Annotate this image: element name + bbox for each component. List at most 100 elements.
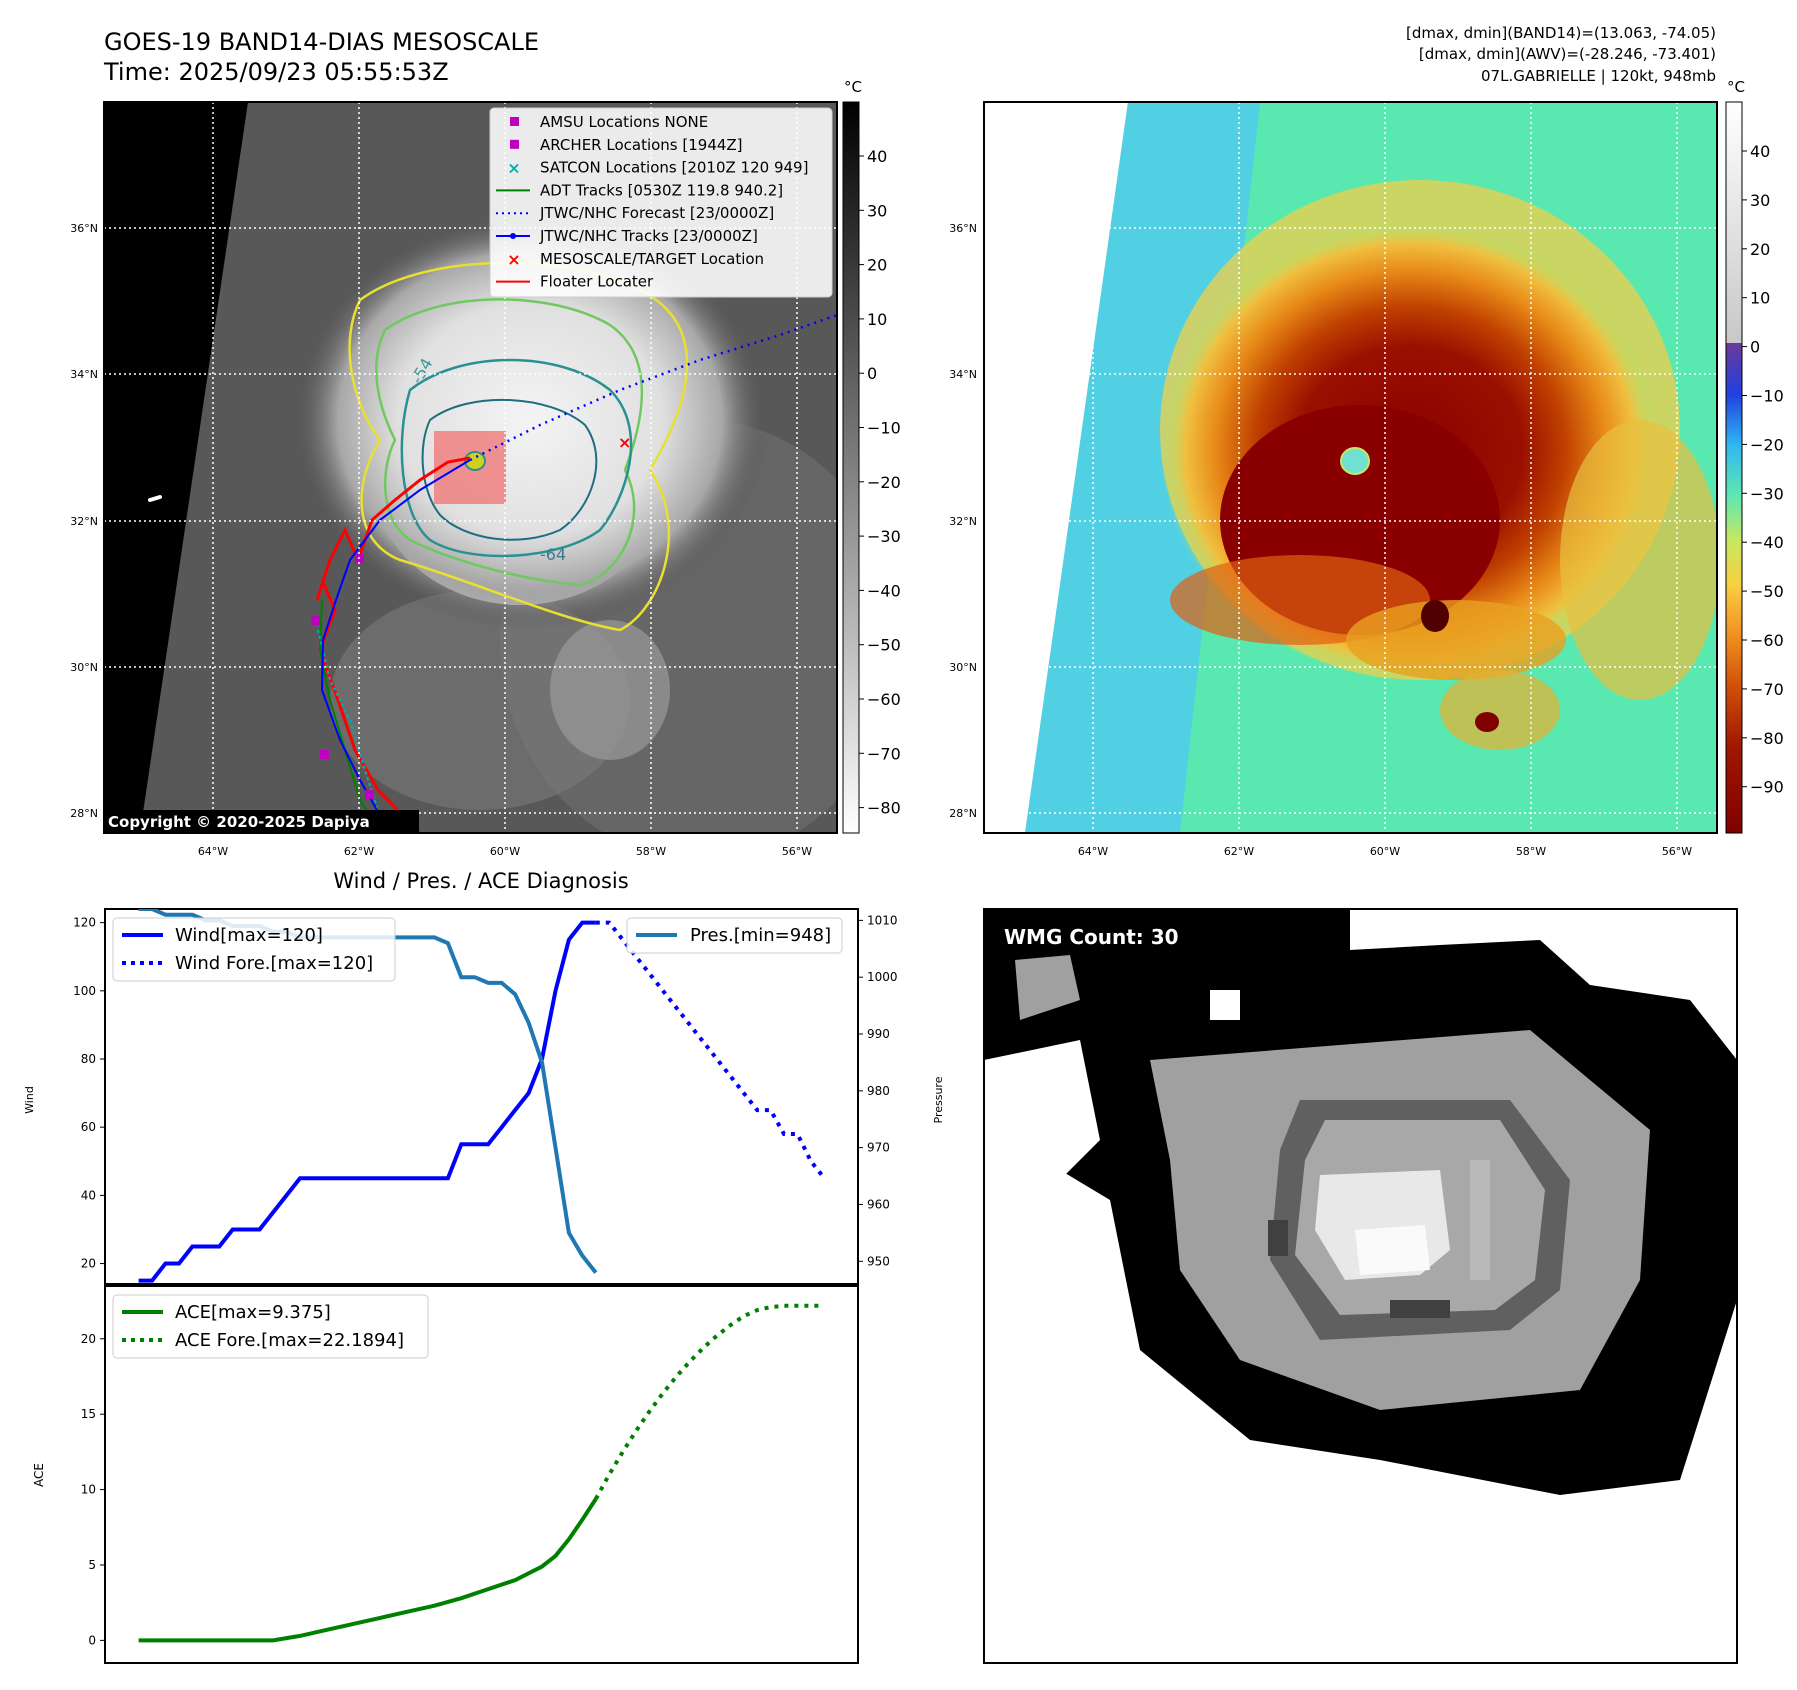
wind-legend: Wind[max=120] Wind Fore.[max=120] [112, 917, 396, 982]
wind-tick: 120 [73, 916, 96, 930]
colorbar-tick: −40 [1750, 533, 1784, 552]
contour-label-64: -64 [540, 545, 566, 564]
colorbar-tick: −50 [1750, 582, 1784, 601]
legend-item: Floater Locater [496, 273, 654, 291]
legend-label: AMSU Locations NONE [540, 113, 708, 131]
lon-label-56: 56°W [782, 845, 812, 858]
legend-ace: ACE[max=9.375] [175, 1302, 331, 1323]
colorbar-tick: 10 [867, 310, 887, 329]
wind-tick: 60 [81, 1120, 96, 1134]
colorbar-tick: −40 [867, 581, 901, 600]
ace-chart: ACE 0 5 10 15 20 ACE[max=9.375] ACE Fore.[ma… [32, 1285, 859, 1664]
legend-label: ADT Tracks [0530Z 119.8 940.2] [540, 181, 783, 199]
legend-wind: Wind[max=120] [175, 925, 323, 946]
lon-label-60: 60°W [490, 845, 520, 858]
ir-grayscale-map: -54 -64 × 36°N [70, 101, 838, 858]
lat-label-34: 34°N [70, 368, 98, 381]
colorbar-tick: −70 [1750, 680, 1784, 699]
contour-inner [421, 398, 598, 541]
colorbar-tick: 30 [1750, 191, 1770, 210]
contour-teal [400, 358, 633, 558]
ace-tick: 0 [88, 1633, 96, 1647]
legend-marker: × [507, 250, 520, 269]
colorbar-tick: 40 [1750, 142, 1770, 161]
lon-label-62: 62°W [344, 845, 374, 858]
pressure-tick: 1010 [867, 913, 898, 927]
pressure-tick: 950 [867, 1254, 890, 1268]
colorbar-tick: 0 [1750, 338, 1760, 357]
series-line [138, 920, 596, 1283]
pressure-tick: 990 [867, 1027, 890, 1041]
pressure-tick: 980 [867, 1084, 890, 1098]
lat-label-34-b: 34°N [949, 368, 977, 381]
colorbar-tick: −20 [867, 473, 901, 492]
colorbar-tick: −60 [867, 690, 901, 709]
ace-axis-label: ACE [32, 1463, 46, 1487]
lon-label-58-b: 58°W [1516, 845, 1546, 858]
mesoscale-target-marker: × [618, 433, 631, 452]
no-data-region-2 [984, 102, 1128, 833]
legend-item: ADT Tracks [0530Z 119.8 940.2] [496, 181, 783, 199]
wind-tick: 40 [81, 1188, 96, 1202]
legend-item: JTWC/NHC Tracks [23/0000Z] [496, 227, 758, 245]
legend-marker: × [507, 159, 520, 178]
legend-item: AMSU Locations NONE [510, 113, 708, 131]
legend-label: JTWC/NHC Tracks [23/0000Z] [539, 227, 758, 245]
wind-tick: 100 [73, 984, 96, 998]
colorbar-tick: 40 [867, 147, 887, 166]
wmg-panel: WMG Count: 30 [983, 908, 1738, 1664]
diagnosis-title: Wind / Pres. / ACE Diagnosis [333, 869, 628, 893]
colorbar-unit: °C [844, 78, 862, 96]
legend-label: JTWC/NHC Forecast [23/0000Z] [539, 204, 774, 222]
colorbar-tick: −70 [867, 744, 901, 763]
wind-tick: 80 [81, 1052, 96, 1066]
ace-tick: 5 [88, 1558, 96, 1572]
colorbar-color: °C 40 30 20 10 0 −10 −20 −30 −40 −50 −60 −70 −80 −90 [1725, 78, 1784, 834]
legend-item: × SATCON Locations [2010Z 120 949] [507, 159, 808, 178]
colorbar-tick: 0 [867, 364, 877, 383]
colorbar-tick: −80 [1750, 729, 1784, 748]
lat-label-36: 36°N [70, 222, 98, 235]
series-line [594, 1303, 825, 1500]
colorbar-tick: 30 [867, 201, 887, 220]
legend-pres: Pres.[min=948] [690, 925, 831, 946]
map-legend: AMSU Locations NONE ARCHER Locations [194… [489, 107, 833, 298]
legend-marker [510, 139, 519, 149]
storm-info: 07L.GABRIELLE | 120kt, 948mb [1481, 67, 1716, 85]
colorbar-tick: −30 [867, 527, 901, 546]
pressure-axis-label: Pressure [932, 1076, 945, 1123]
colorbar-unit-2: °C [1727, 78, 1745, 96]
copyright-text: Copyright © 2020-2025 Dapiya [108, 813, 370, 831]
wind-tick: 20 [81, 1257, 96, 1271]
pressure-legend: Pres.[min=948] [626, 917, 843, 954]
adt-track [318, 599, 381, 833]
wind-axis-label: Wind [23, 1086, 36, 1114]
colorbar-tick: −60 [1750, 631, 1784, 650]
colorbar-tick: 10 [1750, 289, 1770, 308]
floater-track [315, 456, 471, 601]
legend-item: × MESOSCALE/TARGET Location [507, 250, 764, 269]
colorbar-tick: −10 [867, 419, 901, 438]
ir-color-enhanced-map: 36°N 34°N 32°N 30°N 28°N 64°W 62°W 60°W … [949, 101, 1718, 858]
storm-eye-color [1340, 447, 1370, 475]
colorbar-tick: 20 [1750, 240, 1770, 259]
wmg-count-label: WMG Count: 30 [1004, 925, 1179, 949]
legend-item: ARCHER Locations [1944Z] [510, 136, 743, 154]
contour-green [375, 298, 644, 587]
colorbar-tick: −10 [1750, 387, 1784, 406]
figure-title: GOES-19 BAND14-DIAS MESOSCALE [104, 28, 539, 56]
wind-pressure-chart: Wind Pressure 20 40 60 80 100 120 950 960 970 98… [23, 908, 945, 1285]
lon-label-62-b: 62°W [1224, 845, 1254, 858]
lon-label-64-b: 64°W [1078, 845, 1108, 858]
colorbar-tick: −30 [1750, 484, 1784, 503]
figure-time: Time: 2025/09/23 05:55:53Z [103, 58, 449, 86]
lon-label-56-b: 56°W [1662, 845, 1692, 858]
lon-label-60-b: 60°W [1370, 845, 1400, 858]
lon-label-64: 64°W [198, 845, 228, 858]
legend-label: ARCHER Locations [1944Z] [540, 136, 743, 154]
legend-wind-fore: Wind Fore.[max=120] [175, 953, 373, 974]
pressure-tick: 970 [867, 1141, 890, 1155]
colorbar-tick: −50 [867, 636, 901, 655]
no-data-region [104, 102, 248, 833]
